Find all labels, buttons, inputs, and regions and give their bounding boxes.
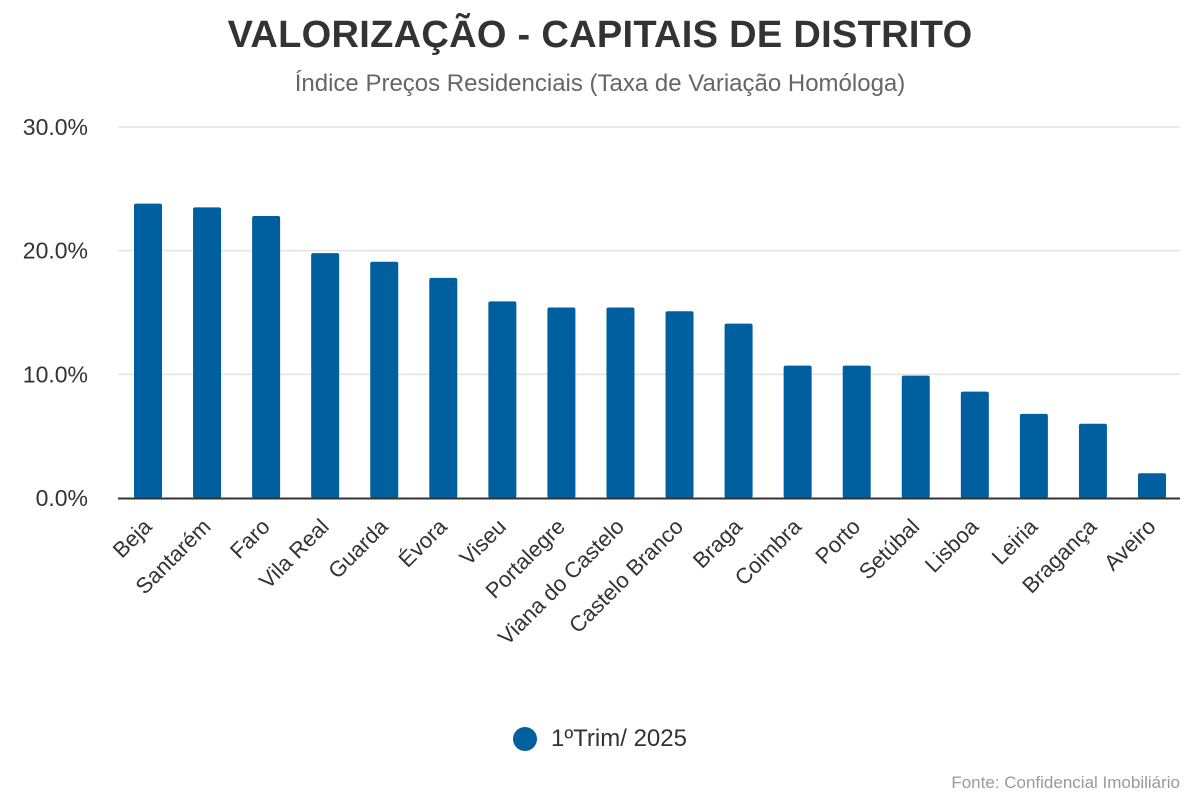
chart-title: VALORIZAÇÃO - CAPITAIS DE DISTRITO	[227, 14, 973, 56]
y-tick-label: 20.0%	[23, 238, 88, 264]
bar-bragança	[1078, 423, 1107, 498]
legend: 1ºTrim/ 2025	[0, 725, 1200, 753]
x-tick-label: Faro	[225, 514, 275, 564]
bar-beja	[134, 203, 162, 498]
bar-viseu	[488, 301, 517, 498]
bar-évora	[429, 277, 458, 498]
bar-portalegre	[547, 307, 576, 498]
y-axis-ticks: 0.0% 10.0% 20.0% 30.0%	[23, 114, 88, 511]
gridlines	[118, 126, 1180, 376]
bar-setúbal	[901, 375, 930, 498]
bar-porto	[842, 365, 871, 498]
bar-guarda	[370, 261, 399, 498]
bar-vila-real	[311, 253, 340, 498]
x-tick-label: Beja	[108, 513, 157, 562]
x-tick-label: Lisboa	[920, 513, 984, 577]
x-tick-label: Aveiro	[1099, 514, 1160, 575]
bar-castelo-branco	[665, 311, 694, 498]
bar-santarém	[193, 207, 222, 498]
x-tick-label: Coimbra	[730, 513, 807, 590]
bar-viana-do-castelo	[606, 307, 635, 498]
legend-label: 1ºTrim/ 2025	[551, 725, 687, 752]
bar-braga	[724, 323, 753, 498]
x-tick-label: Porto	[810, 514, 865, 569]
x-tick-label: Leiria	[987, 513, 1043, 569]
bar-aveiro	[1138, 473, 1166, 498]
bar-leiria	[1019, 413, 1048, 498]
chart-subtitle: Índice Preços Residenciais (Taxa de Vari…	[294, 70, 906, 97]
legend-swatch	[513, 727, 538, 751]
bars	[134, 203, 1166, 499]
x-tick-label: Guarda	[323, 513, 393, 583]
y-tick-label: 30.0%	[23, 114, 88, 140]
bar-lisboa	[960, 391, 989, 498]
x-tick-label: Viseu	[455, 514, 511, 570]
x-tick-label: Setúbal	[854, 514, 924, 584]
bar-faro	[252, 216, 281, 499]
source-note: Fonte: Confidencial Imobiliário	[951, 773, 1180, 792]
x-tick-label: Évora	[394, 513, 453, 572]
y-tick-label: 10.0%	[23, 361, 88, 387]
bar-coimbra	[783, 365, 812, 498]
y-tick-label: 0.0%	[36, 485, 88, 511]
